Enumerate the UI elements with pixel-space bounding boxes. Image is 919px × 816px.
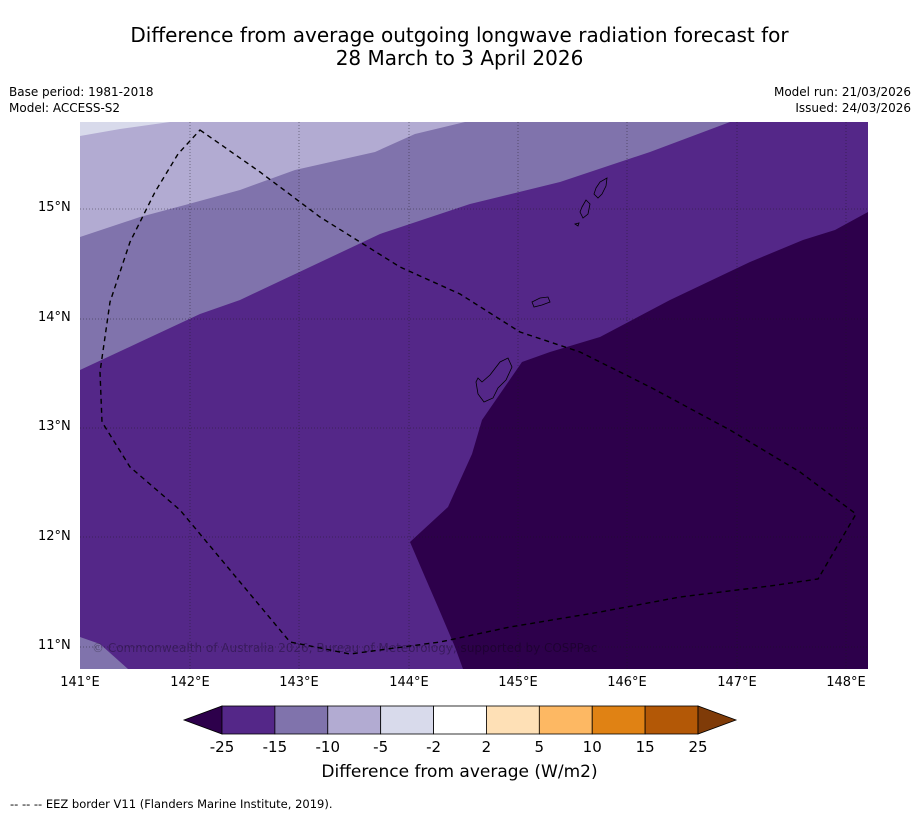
eez-border [99,129,857,655]
copyright-watermark: © Commonwealth of Australia 2026, Bureau… [92,641,598,655]
colorbar-extend-high [697,705,738,735]
contour-band-minus5-to-minus10 [80,122,465,237]
contour-band-minus2-to-minus5 [80,122,170,136]
lat-label-13n: 13°N [38,419,71,434]
lon-label-147e: 147°E [717,675,757,690]
colorbar-swatch [380,705,434,735]
island-tinian [579,199,591,219]
colorbar-swatch [538,705,593,735]
lon-label-148e: 148°E [826,675,866,690]
model-name: Model: ACCESS-S2 [9,101,121,115]
colorbar-swatch [591,705,646,735]
colorbar-swatch [274,705,329,735]
lon-label-142e: 142°E [170,675,210,690]
model-run: Model run: 21/03/2026 [773,85,911,99]
lat-label-14n: 14°N [38,310,71,325]
lon-label-144e: 144°E [389,675,429,690]
colorbar-tick-label: 5 [534,738,545,756]
lon-label-143e: 143°E [279,675,319,690]
chart-title-line1: Difference from average outgoing longwav… [130,23,789,47]
island-saipan [593,177,608,199]
island-aguijan [574,222,580,227]
colorbar-tick-label: -5 [373,738,389,756]
island-rota [531,296,551,308]
colorbar-tick-label: 25 [688,738,708,756]
eez-legend: -- -- -- EEZ border V11 (Flanders Marine… [10,797,333,811]
lon-label-145e: 145°E [498,675,538,690]
colorbar-swatch [327,705,382,735]
map-canvas [80,122,868,669]
base-period: Base period: 1981-2018 [9,85,154,99]
colorbar-tick-label: -15 [262,738,288,756]
lat-label-12n: 12°N [38,529,71,544]
chart-title-line2: 28 March to 3 April 2026 [335,46,584,70]
contour-band-minus10-to-minus15-south [80,637,128,669]
colorbar-label: Difference from average (W/m2) [321,762,598,782]
colorbar-tick-label: -25 [209,738,235,756]
map-panel: © Commonwealth of Australia 2026, Bureau… [80,122,868,669]
issued-date: Issued: 24/03/2026 [795,101,911,115]
colorbar-tick-label: -10 [315,738,341,756]
lon-label-141e: 141°E [60,675,100,690]
colorbar-extend-low [182,705,223,735]
lon-label-146e: 146°E [607,675,647,690]
lat-label-15n: 15°N [38,200,71,215]
colorbar-swatch [486,705,540,735]
colorbar-swatch [433,705,487,735]
colorbar-tick-label: 15 [635,738,655,756]
contour-band-below-minus25 [410,212,868,669]
colorbar-swatch [644,705,699,735]
colorbar-swatch [221,705,276,735]
island-guam [475,357,513,403]
lat-label-11n: 11°N [38,638,71,653]
colorbar-tick-label: 10 [582,738,602,756]
colorbar-tick-label: 2 [481,738,492,756]
colorbar-tick-label: -2 [426,738,442,756]
